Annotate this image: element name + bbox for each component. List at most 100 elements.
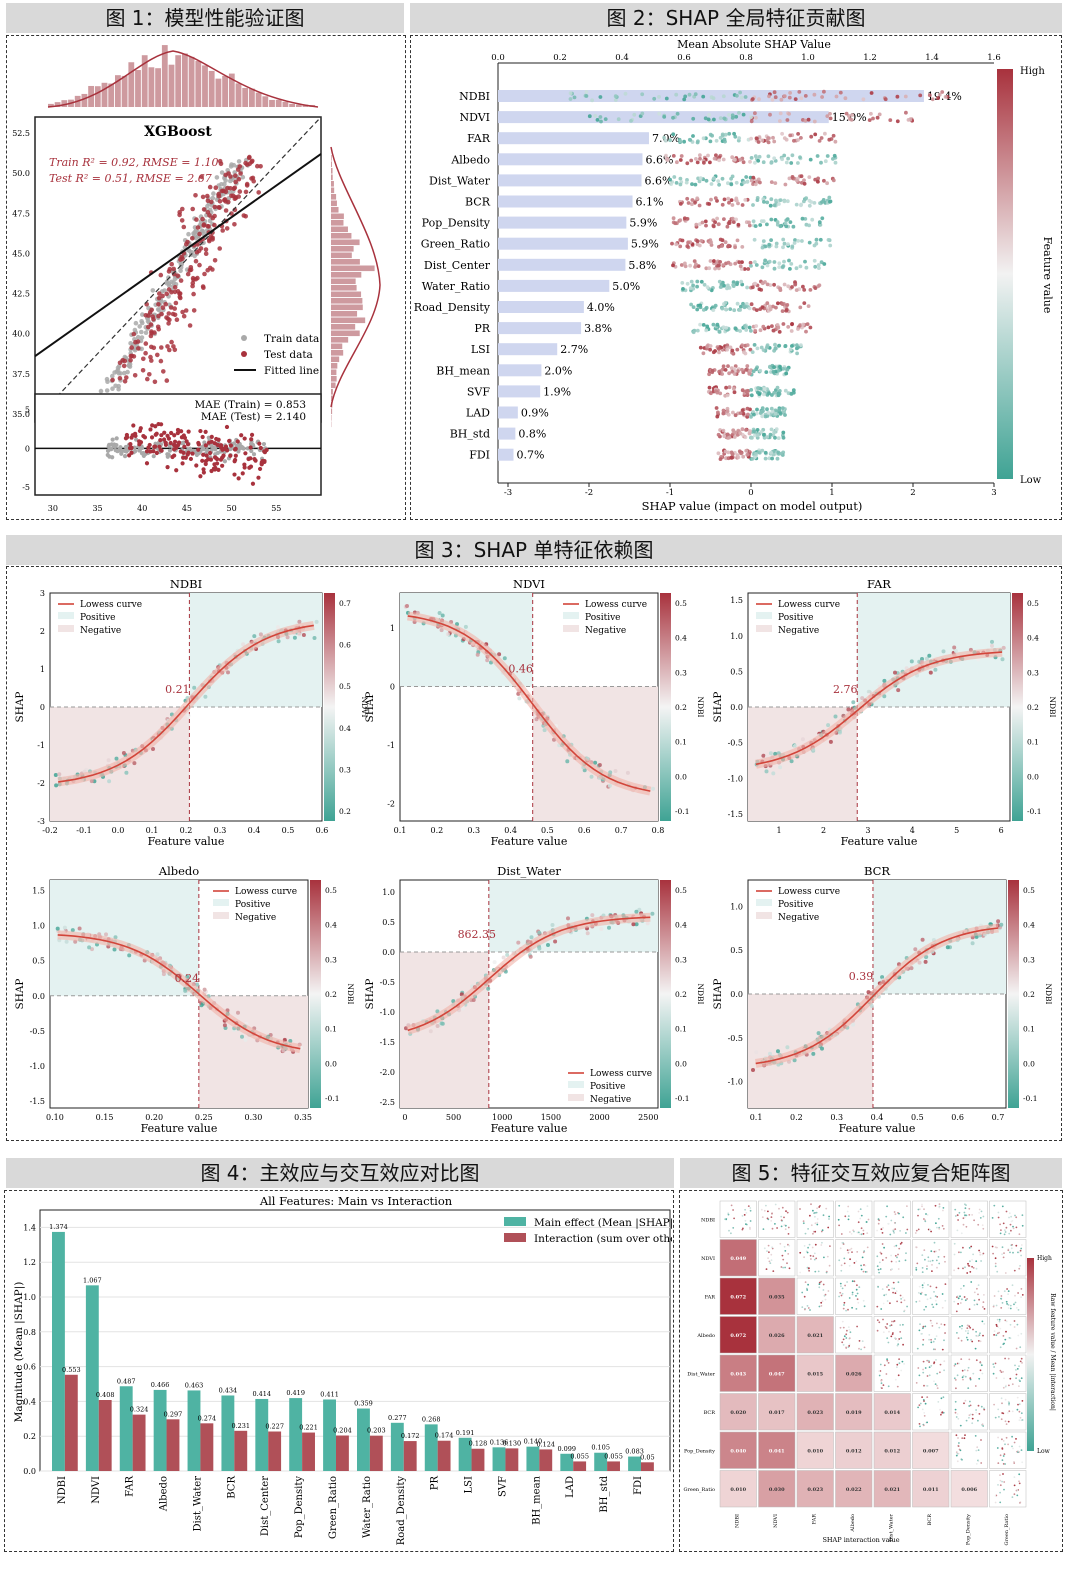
fig1-res-train-point bbox=[261, 441, 267, 447]
fig2-percent-label: 5.9% bbox=[631, 238, 659, 251]
fig2-shap-dot bbox=[827, 137, 832, 142]
fig2-shap-dot bbox=[888, 118, 893, 122]
fig2-shap-dot bbox=[749, 415, 753, 419]
fig2-shap-dot bbox=[682, 139, 686, 144]
fig1-test-point bbox=[180, 256, 185, 262]
fig5-cell-dot bbox=[876, 1305, 879, 1308]
fig2-top-tick-label: 0.4 bbox=[615, 53, 629, 63]
fig2-shap-dot bbox=[737, 111, 741, 115]
fig3-ytick-label: 1 bbox=[40, 665, 45, 674]
fig5-cell-dot bbox=[941, 1293, 944, 1295]
fig3-xtick-label: 0.5 bbox=[282, 826, 295, 835]
fig5-cell-dot bbox=[917, 1406, 919, 1409]
fig1-test-point bbox=[171, 266, 176, 272]
fig5-cell-dot bbox=[957, 1303, 959, 1305]
fig3-point bbox=[927, 653, 932, 658]
fig5-cell-dot bbox=[886, 1358, 888, 1361]
fig2-shap-dot bbox=[704, 305, 709, 310]
fig2-shap-dot bbox=[776, 368, 781, 373]
fig5-cell-dot bbox=[921, 1408, 924, 1411]
fig1-top-hist-bar bbox=[94, 86, 101, 107]
fig5-cell-dot bbox=[802, 1220, 805, 1222]
fig5-cell-dot bbox=[810, 1203, 812, 1206]
fig3-point bbox=[631, 922, 636, 927]
fig5-cell-dot bbox=[1005, 1436, 1008, 1439]
fig2-shap-dot bbox=[749, 329, 753, 333]
fig2-shap-dot bbox=[765, 222, 769, 227]
fig1-test-point bbox=[256, 190, 261, 195]
fig5-cell-dot bbox=[860, 1227, 863, 1230]
fig2-shap-dot bbox=[790, 153, 795, 158]
fig5-cell-dot bbox=[763, 1247, 766, 1250]
fig4-ytick-label: 0.8 bbox=[23, 1328, 36, 1337]
fig2-shap-dot bbox=[724, 325, 729, 330]
fig1-test-point bbox=[236, 194, 241, 199]
fig3-point bbox=[463, 624, 468, 629]
fig2-shap-dot bbox=[739, 304, 743, 309]
fig3-point bbox=[589, 774, 594, 779]
fig5-cell-dot bbox=[953, 1377, 956, 1380]
fig1-right-hist-bar bbox=[331, 369, 337, 376]
fig5-cell-dot bbox=[921, 1205, 923, 1208]
fig5-cell-dot bbox=[975, 1267, 978, 1270]
fig1-test-point bbox=[172, 306, 177, 311]
fig5-cell-dot bbox=[842, 1338, 845, 1341]
fig5-cell-dot bbox=[978, 1377, 981, 1380]
fig3-point bbox=[941, 649, 946, 654]
fig3-cbar-tick: 0.4 bbox=[1023, 921, 1035, 930]
fig5-cell-dot bbox=[845, 1337, 848, 1339]
fig5-cell-dot bbox=[993, 1330, 996, 1332]
fig5-cell-dot bbox=[921, 1286, 924, 1289]
fig1-test-point bbox=[178, 278, 184, 283]
fig2-shap-dot bbox=[732, 435, 737, 439]
fig5-cell-dot bbox=[891, 1333, 894, 1336]
fig3-point bbox=[785, 1045, 790, 1050]
fig3-point bbox=[838, 730, 842, 735]
fig1-res-test-point bbox=[248, 445, 253, 450]
fig5-cell-dot bbox=[818, 1286, 821, 1289]
fig2-shap-dot bbox=[749, 115, 753, 119]
fig5-colorbar-high: High bbox=[1037, 1255, 1052, 1262]
fig1-right-hist-bar bbox=[331, 168, 333, 174]
fig2-shap-dot bbox=[818, 237, 823, 242]
fig1-train-point bbox=[205, 203, 210, 209]
fig2-shap-dot bbox=[780, 265, 785, 269]
fig2-shap-dot bbox=[738, 157, 743, 162]
fig5-cell-dot bbox=[899, 1294, 902, 1297]
fig2-shap-dot bbox=[817, 220, 822, 225]
fig5-interaction-cell bbox=[719, 1277, 757, 1315]
fig5-cell-dot bbox=[1019, 1380, 1021, 1382]
fig5-cell-dot bbox=[926, 1359, 929, 1362]
fig5-cell-dot bbox=[920, 1293, 922, 1295]
fig2-shap-dot bbox=[718, 260, 722, 264]
fig1-test-point bbox=[217, 205, 222, 210]
fig1-res-test-point bbox=[243, 451, 248, 456]
fig5-cell-dot bbox=[960, 1287, 962, 1290]
fig5-interaction-cell bbox=[719, 1431, 757, 1469]
fig2-shap-dot bbox=[702, 160, 706, 165]
fig5-cell-dot bbox=[821, 1229, 824, 1232]
fig5-cell-dot bbox=[928, 1366, 931, 1369]
fig4-category-label: BH_mean bbox=[531, 1475, 542, 1524]
fig2-shap-dot bbox=[792, 138, 796, 143]
fig2-shap-dot bbox=[783, 413, 787, 417]
fig2-shap-dot bbox=[780, 406, 785, 410]
fig1-test-point bbox=[195, 225, 201, 230]
fig5-cell-dot bbox=[999, 1223, 1001, 1226]
fig2-shap-dot bbox=[838, 90, 843, 95]
fig2-shap-dot bbox=[816, 176, 820, 181]
fig5-cell-dot bbox=[937, 1217, 940, 1220]
fig5-cell-dot bbox=[1015, 1438, 1017, 1440]
fig5-cell-dot bbox=[918, 1329, 921, 1332]
fig3-point bbox=[917, 960, 922, 965]
fig5-cell-dot bbox=[976, 1446, 979, 1449]
fig5-cell-dot bbox=[808, 1243, 811, 1246]
fig5-cell-dot bbox=[894, 1213, 897, 1216]
fig5-cell-dot bbox=[1013, 1320, 1016, 1322]
fig2-importance-bar bbox=[498, 174, 642, 187]
fig2-shap-dot bbox=[744, 368, 748, 372]
fig2-shap-dot bbox=[696, 264, 701, 268]
fig2-importance-bar bbox=[498, 279, 610, 292]
fig2-shap-dot bbox=[781, 435, 786, 440]
fig5-cell-dot bbox=[1013, 1303, 1015, 1306]
